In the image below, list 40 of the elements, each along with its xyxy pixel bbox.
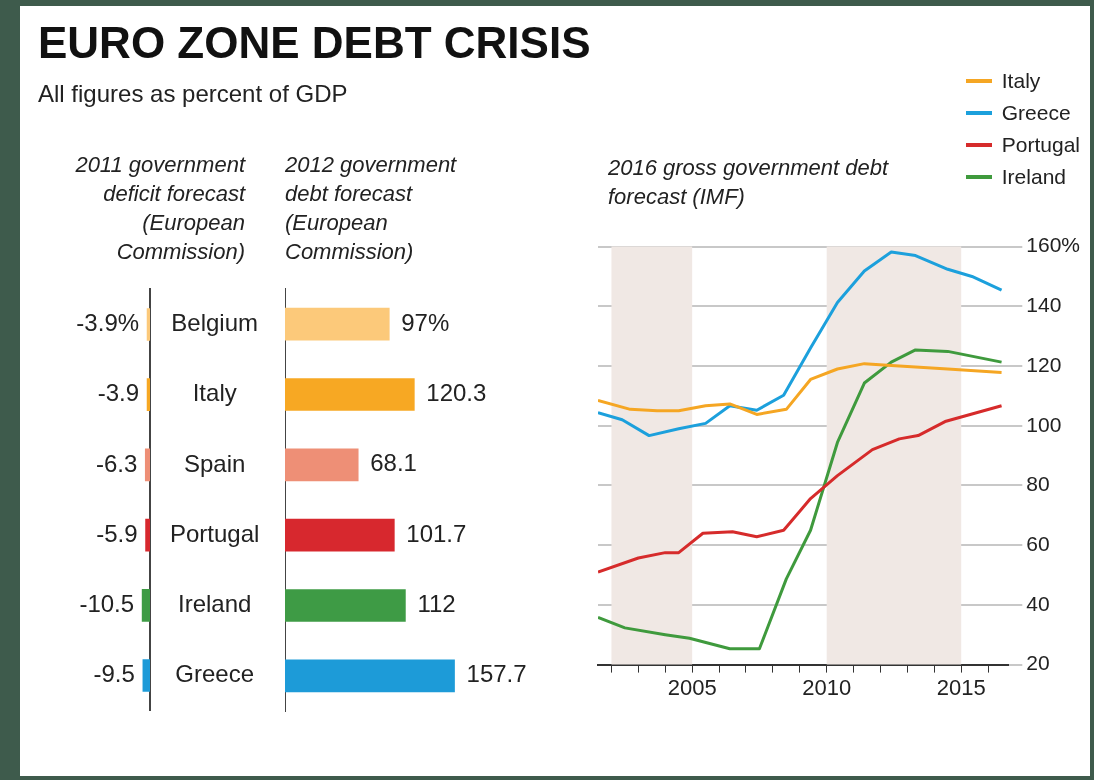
data-label: -5.9 <box>96 519 138 547</box>
y-tick-label: 120 <box>1026 352 1062 376</box>
y-tick-label: Italy <box>192 379 237 407</box>
y-tick-label: Greece <box>175 660 255 688</box>
bar <box>285 307 390 341</box>
data-label: -3.9% <box>76 309 140 337</box>
data-label: 97% <box>401 308 450 336</box>
bar <box>285 518 395 552</box>
data-label: -9.5 <box>93 660 135 688</box>
data-label: -3.9 <box>97 379 140 407</box>
data-label: 68.1 <box>370 449 417 477</box>
data-label: 157.7 <box>466 660 527 688</box>
y-tick-label: Belgium <box>171 309 259 337</box>
chart-title: 2011 government deficit forecast (European Commission) <box>74 151 245 266</box>
data-label: -10.5 <box>79 589 135 617</box>
y-tick-label: 160% <box>1026 233 1081 257</box>
bar <box>285 378 415 411</box>
data-label: -6.3 <box>95 449 138 477</box>
x-tick-label: 2005 <box>667 674 717 700</box>
data-label: 112 <box>417 590 456 618</box>
data-label: 120.3 <box>426 379 487 407</box>
y-tick-label: 140 <box>1026 293 1062 317</box>
y-tick-label: 80 <box>1026 472 1050 496</box>
text: All figures as percent of GDP <box>38 80 349 108</box>
x-tick-label: 2010 <box>802 674 852 700</box>
y-tick-label: 20 <box>1026 651 1050 675</box>
y-tick-label: Portugal <box>170 519 260 547</box>
y-tick-label: 60 <box>1026 531 1050 555</box>
y-tick-label: Spain <box>184 449 246 477</box>
x-tick-label: 2015 <box>936 674 986 700</box>
y-tick-label: 40 <box>1026 591 1050 615</box>
chart-title: 2012 government debt forecast (European Commission) <box>285 151 458 266</box>
bar <box>285 448 359 482</box>
chart-title: 2016 gross government debt forecast (IMF) <box>608 154 890 211</box>
bar <box>285 659 455 693</box>
data-label: 101.7 <box>406 519 467 547</box>
y-tick-label: 100 <box>1026 412 1062 436</box>
y-tick-label: Ireland <box>178 589 252 617</box>
bar <box>285 589 406 622</box>
text: EURO ZONE DEBT CRISIS <box>38 18 592 68</box>
